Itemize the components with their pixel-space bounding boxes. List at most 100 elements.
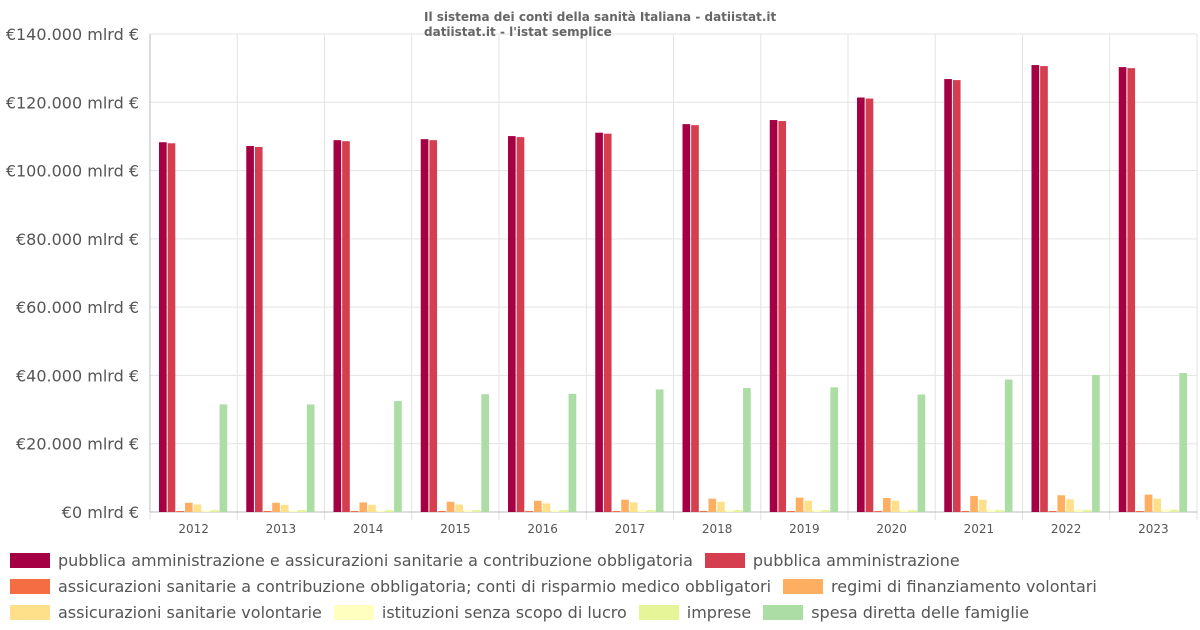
bar-2018-series-3[interactable] xyxy=(708,498,717,512)
bar-2015-series-7[interactable] xyxy=(481,394,489,512)
bar-2015-series-1[interactable] xyxy=(429,140,438,513)
bar-2020-series-1[interactable] xyxy=(865,98,874,512)
bar-2019-series-1[interactable] xyxy=(778,121,787,513)
bar-2023-series-7[interactable] xyxy=(1179,373,1187,512)
bar-2020-series-5[interactable] xyxy=(900,509,908,512)
bar-2020-series-3[interactable] xyxy=(882,498,891,512)
legend-item[interactable]: assicurazioni sanitarie volontarie xyxy=(10,600,322,624)
bar-2016-series-5[interactable] xyxy=(551,510,559,512)
bar-2018-series-2[interactable] xyxy=(699,510,708,512)
bar-2013-series-3[interactable] xyxy=(272,502,280,512)
bar-2013-series-6[interactable] xyxy=(298,509,306,512)
bar-2013-series-5[interactable] xyxy=(289,510,298,512)
bar-2019-series-0[interactable] xyxy=(769,120,778,512)
legend-item[interactable]: istituzioni senza scopo di lucro xyxy=(333,600,627,624)
bar-2012-series-1[interactable] xyxy=(167,143,176,512)
bar-2016-series-0[interactable] xyxy=(508,136,516,512)
bar-2019-series-6[interactable] xyxy=(821,509,830,512)
legend-item[interactable]: imprese xyxy=(638,600,751,624)
bar-2016-series-4[interactable] xyxy=(542,503,551,512)
bar-2018-series-0[interactable] xyxy=(682,124,691,512)
bar-2023-series-3[interactable] xyxy=(1144,494,1153,512)
bar-2016-series-7[interactable] xyxy=(568,393,577,512)
bar-2023-series-5[interactable] xyxy=(1162,509,1170,512)
bar-2018-series-4[interactable] xyxy=(717,501,725,512)
bar-2015-series-3[interactable] xyxy=(446,501,455,512)
bar-2022-series-1[interactable] xyxy=(1040,66,1048,512)
bar-2014-series-5[interactable] xyxy=(376,510,385,512)
bar-2017-series-2[interactable] xyxy=(612,510,621,512)
bar-2023-series-6[interactable] xyxy=(1170,509,1179,512)
bar-2021-series-1[interactable] xyxy=(952,80,961,512)
bar-2015-series-4[interactable] xyxy=(455,504,464,512)
bar-2012-series-6[interactable] xyxy=(210,509,219,512)
bar-2020-series-2[interactable] xyxy=(874,510,882,512)
bar-2020-series-6[interactable] xyxy=(908,509,917,512)
bar-2012-series-3[interactable] xyxy=(184,502,193,512)
bar-2022-series-6[interactable] xyxy=(1083,509,1092,512)
bar-2014-series-0[interactable] xyxy=(333,140,342,513)
bar-2018-series-1[interactable] xyxy=(691,125,699,512)
bar-2018-series-5[interactable] xyxy=(725,509,734,512)
bar-2021-series-0[interactable] xyxy=(944,79,952,512)
bar-2019-series-5[interactable] xyxy=(813,509,821,512)
bar-2023-series-0[interactable] xyxy=(1118,67,1127,513)
bar-2013-series-7[interactable] xyxy=(306,404,315,512)
bar-2021-series-2[interactable] xyxy=(961,510,970,512)
bar-2022-series-2[interactable] xyxy=(1048,510,1057,512)
bar-2015-series-0[interactable] xyxy=(420,139,429,512)
bar-2014-series-1[interactable] xyxy=(342,141,350,513)
legend-item[interactable]: assicurazioni sanitarie a contribuzione … xyxy=(10,574,771,598)
bar-2013-series-4[interactable] xyxy=(280,504,289,512)
bar-2022-series-7[interactable] xyxy=(1092,375,1100,512)
bar-2022-series-0[interactable] xyxy=(1031,65,1040,512)
bar-2017-series-5[interactable] xyxy=(638,510,647,512)
legend-item[interactable]: pubblica amministrazione xyxy=(704,548,960,572)
bar-2018-series-6[interactable] xyxy=(734,509,743,512)
bar-2022-series-5[interactable] xyxy=(1074,509,1083,512)
bar-2012-series-7[interactable] xyxy=(219,404,228,512)
bar-2016-series-2[interactable] xyxy=(525,510,533,512)
bar-2012-series-5[interactable] xyxy=(202,510,210,512)
bar-2021-series-4[interactable] xyxy=(978,499,987,512)
bar-2012-series-4[interactable] xyxy=(193,504,202,512)
legend-item[interactable]: regimi di finanziamento volontari xyxy=(783,574,1097,598)
bar-2021-series-3[interactable] xyxy=(970,495,978,512)
bar-2020-series-0[interactable] xyxy=(857,97,865,513)
bar-2023-series-4[interactable] xyxy=(1153,498,1162,512)
bar-2017-series-3[interactable] xyxy=(621,499,629,512)
bar-2020-series-7[interactable] xyxy=(917,394,926,512)
bar-2013-series-2[interactable] xyxy=(263,510,272,512)
bar-2021-series-7[interactable] xyxy=(1004,379,1013,512)
bar-2017-series-6[interactable] xyxy=(647,509,655,512)
bar-2017-series-4[interactable] xyxy=(629,502,638,512)
bar-2018-series-7[interactable] xyxy=(743,388,751,512)
bar-2022-series-4[interactable] xyxy=(1066,499,1074,512)
bar-2020-series-4[interactable] xyxy=(891,500,900,512)
bar-2016-series-6[interactable] xyxy=(559,509,568,512)
bar-2012-series-0[interactable] xyxy=(159,142,167,513)
bar-2019-series-7[interactable] xyxy=(830,387,838,512)
bar-2022-series-3[interactable] xyxy=(1057,495,1066,512)
bar-2013-series-1[interactable] xyxy=(254,147,263,512)
bar-2017-series-1[interactable] xyxy=(603,133,612,512)
bar-2012-series-2[interactable] xyxy=(176,510,184,512)
bar-2019-series-2[interactable] xyxy=(787,510,795,512)
bar-2015-series-5[interactable] xyxy=(464,510,472,512)
bar-2014-series-4[interactable] xyxy=(368,504,376,512)
bar-2023-series-1[interactable] xyxy=(1127,68,1136,513)
bar-2014-series-2[interactable] xyxy=(350,510,359,512)
bar-2023-series-2[interactable] xyxy=(1136,510,1144,512)
legend-item[interactable]: pubblica amministrazione e assicurazioni… xyxy=(10,548,693,572)
bar-2019-series-4[interactable] xyxy=(804,500,813,512)
bar-2014-series-7[interactable] xyxy=(394,401,402,512)
bar-2014-series-3[interactable] xyxy=(359,502,368,512)
legend-item[interactable]: spesa diretta delle famiglie xyxy=(763,600,1029,624)
bar-2014-series-6[interactable] xyxy=(385,509,394,512)
bar-2017-series-0[interactable] xyxy=(595,132,603,512)
bar-2016-series-1[interactable] xyxy=(516,137,525,512)
bar-2019-series-3[interactable] xyxy=(795,497,804,512)
bar-2016-series-3[interactable] xyxy=(533,500,542,512)
bar-2017-series-7[interactable] xyxy=(655,389,664,512)
bar-2021-series-5[interactable] xyxy=(987,509,996,512)
